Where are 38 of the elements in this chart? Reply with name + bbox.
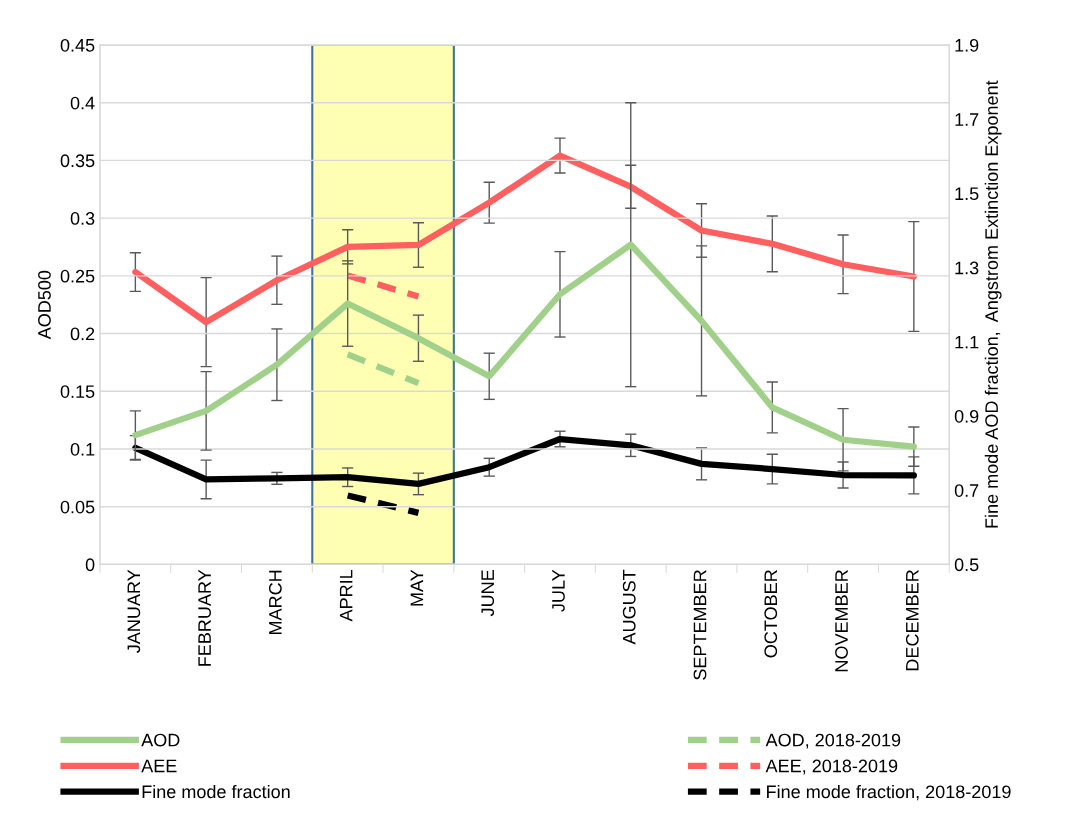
y-tick-label: 0.4 [70, 96, 95, 110]
x-tick-label: SEPTEMBER [693, 570, 707, 680]
legend-label: AOD [141, 733, 180, 747]
y2-tick-label: 1.7 [955, 113, 979, 126]
legend-label: AOD, 2018-2019 [765, 733, 901, 749]
y-tick-label: 0.45 [60, 38, 95, 52]
x-tick-label: OCTOBER [764, 570, 778, 658]
y2-tick-label: 0.5 [954, 558, 979, 572]
x-tick-label: JANUARY [127, 569, 141, 653]
x-tick-label: MARCH [268, 570, 282, 634]
y-axis-title: AOD500 [38, 270, 51, 340]
legend-label: Fine mode fraction [142, 784, 290, 799]
y2-tick-label: 1.9 [955, 38, 979, 52]
y-tick-label: 0.2 [70, 327, 95, 341]
y2-tick-label: 0.7 [954, 484, 979, 497]
y2-tick-label: 1.3 [955, 261, 979, 275]
y-tick-label: 0.35 [60, 154, 95, 168]
x-tick-label: FEBRUARY [198, 569, 211, 666]
y2-tick-label: 0.9 [954, 409, 979, 423]
y2-axis-title: Fine mode AOD fraction, Angstrom Extinction Exponent [984, 80, 1002, 528]
x-tick-label: AUGUST [622, 569, 636, 645]
x-tick-label: MAY [410, 569, 424, 606]
x-tick-label: JUNE [481, 570, 495, 617]
legend-label: AEE [141, 759, 177, 773]
x-tick-label: APRIL [339, 569, 353, 622]
y-tick-label: 0.05 [60, 500, 95, 514]
y-tick-label: 0.3 [70, 212, 95, 225]
y-tick-label: 0.25 [60, 269, 95, 283]
y-tick-label: 0.1 [70, 442, 95, 456]
x-tick-label: DECEMBER [905, 570, 919, 671]
x-tick-label: NOVEMBER [835, 570, 848, 672]
y-tick-label: 0.15 [60, 385, 95, 398]
y2-tick-label: 1.1 [955, 335, 979, 349]
legend-label: AEE, 2018-2019 [765, 759, 898, 775]
y-tick-label: 0 [85, 558, 95, 572]
legend-label: Fine mode fraction, 2018-2019 [767, 784, 1011, 801]
x-tick-label: JULY [552, 569, 565, 612]
y2-tick-label: 1.5 [955, 187, 979, 201]
